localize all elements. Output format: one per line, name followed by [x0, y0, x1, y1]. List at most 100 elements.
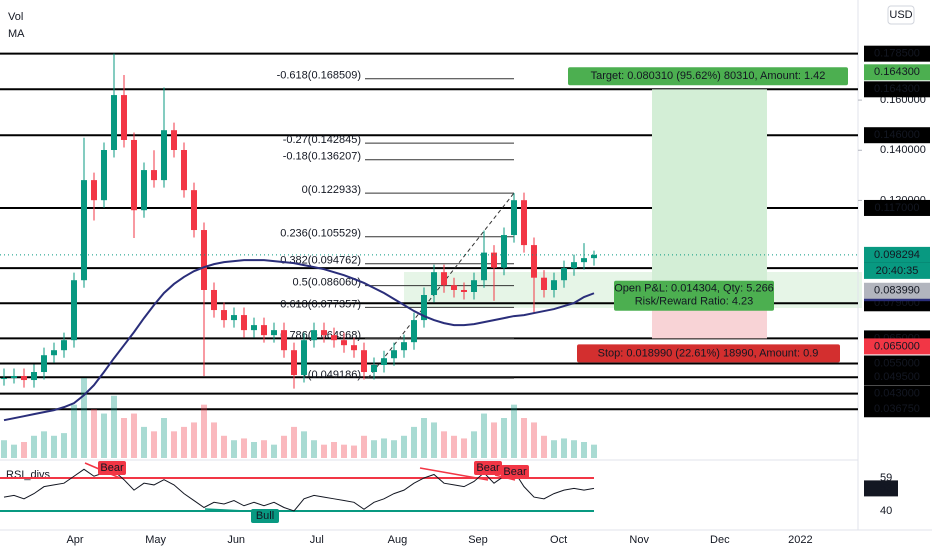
rsi-tick-label: 40: [880, 505, 892, 517]
candle-body: [331, 335, 337, 341]
currency-badge[interactable]: [887, 5, 915, 25]
candle-body: [41, 355, 47, 373]
candle-body: [431, 272, 437, 296]
volume-bar: [321, 444, 327, 458]
candle-body: [551, 280, 557, 290]
volume-bar: [361, 435, 367, 458]
volume-bar: [161, 418, 167, 458]
rsi-last: 53: [880, 482, 892, 494]
entry-label-box: [864, 282, 930, 299]
volume-bar: [511, 404, 517, 458]
volume-bar: [291, 426, 297, 458]
candle-body: [381, 358, 387, 365]
candle-body: [421, 295, 427, 321]
candle-body: [561, 268, 567, 281]
indicator-vol: Vol: [8, 11, 23, 23]
volume-bar: [131, 413, 137, 458]
volume-bar: [61, 433, 67, 458]
pnl-box: [614, 280, 774, 311]
level-label: 0.049500: [874, 371, 920, 383]
volume-bar: [391, 440, 397, 458]
fib-label: 0.786(0.064968): [280, 329, 361, 341]
candle-body: [571, 262, 577, 269]
candle-body: [271, 330, 277, 336]
x-tick-label: Oct: [550, 534, 567, 546]
candle-body: [371, 364, 377, 373]
candle-body: [181, 150, 187, 191]
volume-bar: [281, 435, 287, 458]
rsi-title: RSI_divs: [6, 469, 51, 481]
volume-bar: [41, 431, 47, 458]
candle-body: [1, 378, 7, 380]
volume-bar: [301, 431, 307, 458]
candle-body: [441, 272, 447, 286]
target-box: [568, 67, 848, 86]
volume-bar: [371, 440, 377, 458]
volume-bar: [491, 422, 497, 458]
volume-bar: [541, 435, 547, 458]
level-label: 0.036750: [874, 403, 920, 415]
candle-body: [191, 190, 197, 231]
divergence-label: Bull: [256, 510, 274, 522]
volume-bar: [261, 440, 267, 458]
candle-body: [31, 372, 37, 381]
candle-body: [581, 258, 587, 263]
ma-line: [3, 259, 595, 422]
x-tick-label: 2022: [788, 534, 812, 546]
volume-bar: [591, 444, 597, 458]
candle-body: [491, 252, 497, 268]
volume-bar: [381, 438, 387, 458]
candle-body: [401, 342, 407, 351]
pnl-text: Risk/Reward Ratio: 4.23: [635, 296, 754, 308]
candle-body: [131, 139, 137, 211]
volume-bar: [141, 426, 147, 458]
stop-text: Stop: 0.018990 (22.61%) 18990, Amount: 0…: [598, 347, 819, 359]
candle-body: [531, 245, 537, 278]
level-label: 0.178500: [874, 48, 920, 60]
level-label-box: [864, 127, 930, 144]
candle-body: [591, 254, 597, 259]
candle-body: [511, 200, 517, 236]
candle-body: [281, 330, 287, 351]
level-label-box: [864, 81, 930, 98]
volume-bar: [31, 435, 37, 458]
level-label: 0.117000: [874, 202, 919, 214]
candle-body: [251, 325, 257, 331]
volume-bar: [231, 440, 237, 458]
volume-bar: [431, 422, 437, 458]
candle-body: [21, 376, 27, 381]
fib-label: -0.27(0.142845): [283, 134, 361, 146]
volume-bar: [341, 444, 347, 458]
volume-bar: [191, 422, 197, 458]
fib-label: -0.18(0.136207): [283, 151, 361, 163]
candle-body: [391, 350, 397, 359]
pnl-text: Open P&L: 0.014304, Qty: 5.266: [614, 283, 774, 295]
candle-body: [451, 285, 457, 290]
stop-label: 0.065000: [874, 340, 920, 352]
candle-body: [101, 150, 107, 201]
x-tick-label: Apr: [66, 534, 83, 546]
volume-bar: [501, 418, 507, 458]
rsi-last-box: [864, 480, 898, 497]
volume-bar: [471, 431, 477, 458]
candle-body: [321, 330, 327, 336]
x-tick-label: Dec: [710, 534, 730, 546]
level-label-box: [864, 355, 930, 372]
fib-label: 0.236(0.105529): [280, 228, 361, 240]
volume-bar: [311, 440, 317, 458]
stop-box: [577, 344, 840, 363]
entry-label: 0.083990: [874, 285, 920, 297]
level-label: 0.146000: [874, 129, 920, 141]
fib-label: -0.618(0.168509): [277, 70, 361, 82]
volume-bar: [11, 444, 17, 458]
volume-bar: [91, 409, 97, 458]
volume-bar: [111, 395, 117, 458]
indicator-ma: MA: [8, 28, 25, 40]
volume-bar: [401, 435, 407, 458]
candle-body: [51, 350, 57, 356]
x-tick-label: Jun: [227, 534, 245, 546]
volume-bar: [81, 378, 87, 458]
volume-bar: [461, 438, 467, 458]
volume-bar: [271, 444, 277, 458]
